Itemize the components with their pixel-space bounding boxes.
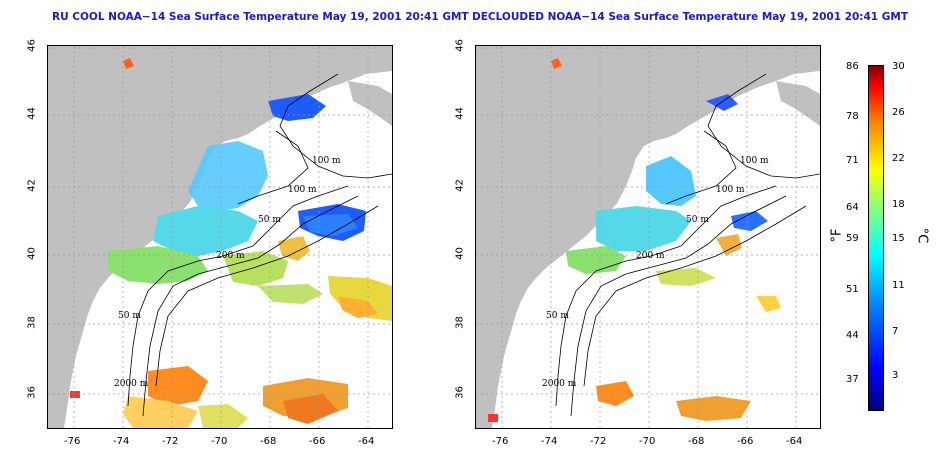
- contour-label: 200 m: [216, 251, 245, 261]
- map-title-left: RU COOL NOAA−14 Sea Surface Temperature …: [52, 11, 469, 23]
- colorbar-f-label: 86: [846, 61, 859, 72]
- sst-patch-group: [488, 58, 781, 422]
- colorbar-c-label: 30: [892, 61, 905, 72]
- colorbar-c-label: 11: [892, 280, 905, 291]
- sst-patch-group: [70, 58, 392, 428]
- lon-tick-label: -72: [162, 436, 179, 447]
- lon-tick-label: -70: [211, 436, 228, 447]
- bathymetry-contours: [555, 73, 820, 417]
- sst-map-left: 100 m 100 m 50 m 200 m 50 m 2000 m: [47, 45, 393, 429]
- colorbar-c-label: 3: [892, 370, 899, 381]
- lon-tick-label: -68: [260, 436, 277, 447]
- contour-label: 50 m: [258, 215, 281, 225]
- lon-tick-label: -68: [688, 436, 705, 447]
- colorbar-c-label: 26: [892, 107, 905, 118]
- unit-celsius: °C: [914, 227, 930, 244]
- sst-map-right: 100 m 100 m 50 m 200 m 50 m 2000 m: [475, 45, 821, 429]
- contour-label: 100 m: [312, 156, 341, 166]
- lat-tick-label: 38: [26, 316, 38, 329]
- contour-label: 2000 m: [114, 379, 149, 389]
- lon-tick-label: -72: [590, 436, 607, 447]
- graticule: [48, 46, 392, 428]
- lon-tick-label: -66: [309, 436, 326, 447]
- sst-map-right-canvas: 100 m 100 m 50 m 200 m 50 m 2000 m: [476, 46, 820, 428]
- colorbar-f-label: 59: [846, 233, 859, 244]
- lon-tick-label: -74: [541, 436, 558, 447]
- graticule: [476, 46, 820, 428]
- contour-label: 50 m: [118, 311, 141, 321]
- contour-label: 50 m: [686, 215, 709, 225]
- land-mass: [776, 81, 820, 126]
- map-title-right: DECLOUDED NOAA−14 Sea Surface Temperatur…: [472, 11, 909, 23]
- colorbar-f-label: 71: [846, 155, 859, 166]
- lon-tick-label: -66: [737, 436, 754, 447]
- sst-map-left-canvas: 100 m 100 m 50 m 200 m 50 m 2000 m: [48, 46, 392, 428]
- lon-tick-label: -76: [492, 436, 509, 447]
- temperature-colorbar: [868, 65, 884, 411]
- contour-label: 50 m: [546, 311, 569, 321]
- contour-label: 200 m: [636, 251, 665, 261]
- colorbar-c-label: 15: [892, 233, 905, 244]
- bathymetry-contours: [127, 73, 392, 417]
- lat-tick-label: 38: [454, 316, 466, 329]
- colorbar-f-label: 78: [846, 111, 859, 122]
- contour-labels: 100 m 100 m 50 m 200 m 50 m 2000 m: [114, 156, 341, 389]
- colorbar-c-label: 22: [892, 153, 905, 164]
- lon-tick-label: -74: [113, 436, 130, 447]
- contour-label: 2000 m: [542, 379, 577, 389]
- lat-tick-label: 42: [454, 179, 466, 192]
- lon-tick-label: -70: [639, 436, 656, 447]
- lat-tick-label: 36: [26, 386, 38, 399]
- lat-tick-label: 44: [454, 107, 466, 120]
- land-mass: [476, 46, 820, 428]
- colorbar-f-label: 37: [846, 374, 859, 385]
- lat-tick-label: 36: [454, 386, 466, 399]
- colorbar-f-label: 64: [846, 202, 859, 213]
- land-mass: [348, 81, 392, 126]
- colorbar-f-label: 44: [846, 330, 859, 341]
- colorbar-c-label: 18: [892, 199, 905, 210]
- colorbar-f-label: 51: [846, 284, 859, 295]
- land-mass: [48, 46, 392, 428]
- lat-tick-label: 44: [26, 107, 38, 120]
- lat-tick-label: 46: [26, 39, 38, 52]
- contour-label: 100 m: [716, 185, 745, 195]
- lat-tick-label: 40: [26, 247, 38, 260]
- lon-tick-label: -64: [786, 436, 803, 447]
- contour-label: 100 m: [288, 185, 317, 195]
- colorbar-c-label: 7: [892, 326, 899, 337]
- unit-fahrenheit: °F: [829, 228, 845, 243]
- lat-tick-label: 40: [454, 247, 466, 260]
- lat-tick-label: 46: [454, 39, 466, 52]
- lat-tick-label: 42: [26, 179, 38, 192]
- contour-labels: 100 m 100 m 50 m 200 m 50 m 2000 m: [542, 156, 769, 389]
- contour-label: 100 m: [740, 156, 769, 166]
- lon-tick-label: -76: [64, 436, 81, 447]
- lon-tick-label: -64: [358, 436, 375, 447]
